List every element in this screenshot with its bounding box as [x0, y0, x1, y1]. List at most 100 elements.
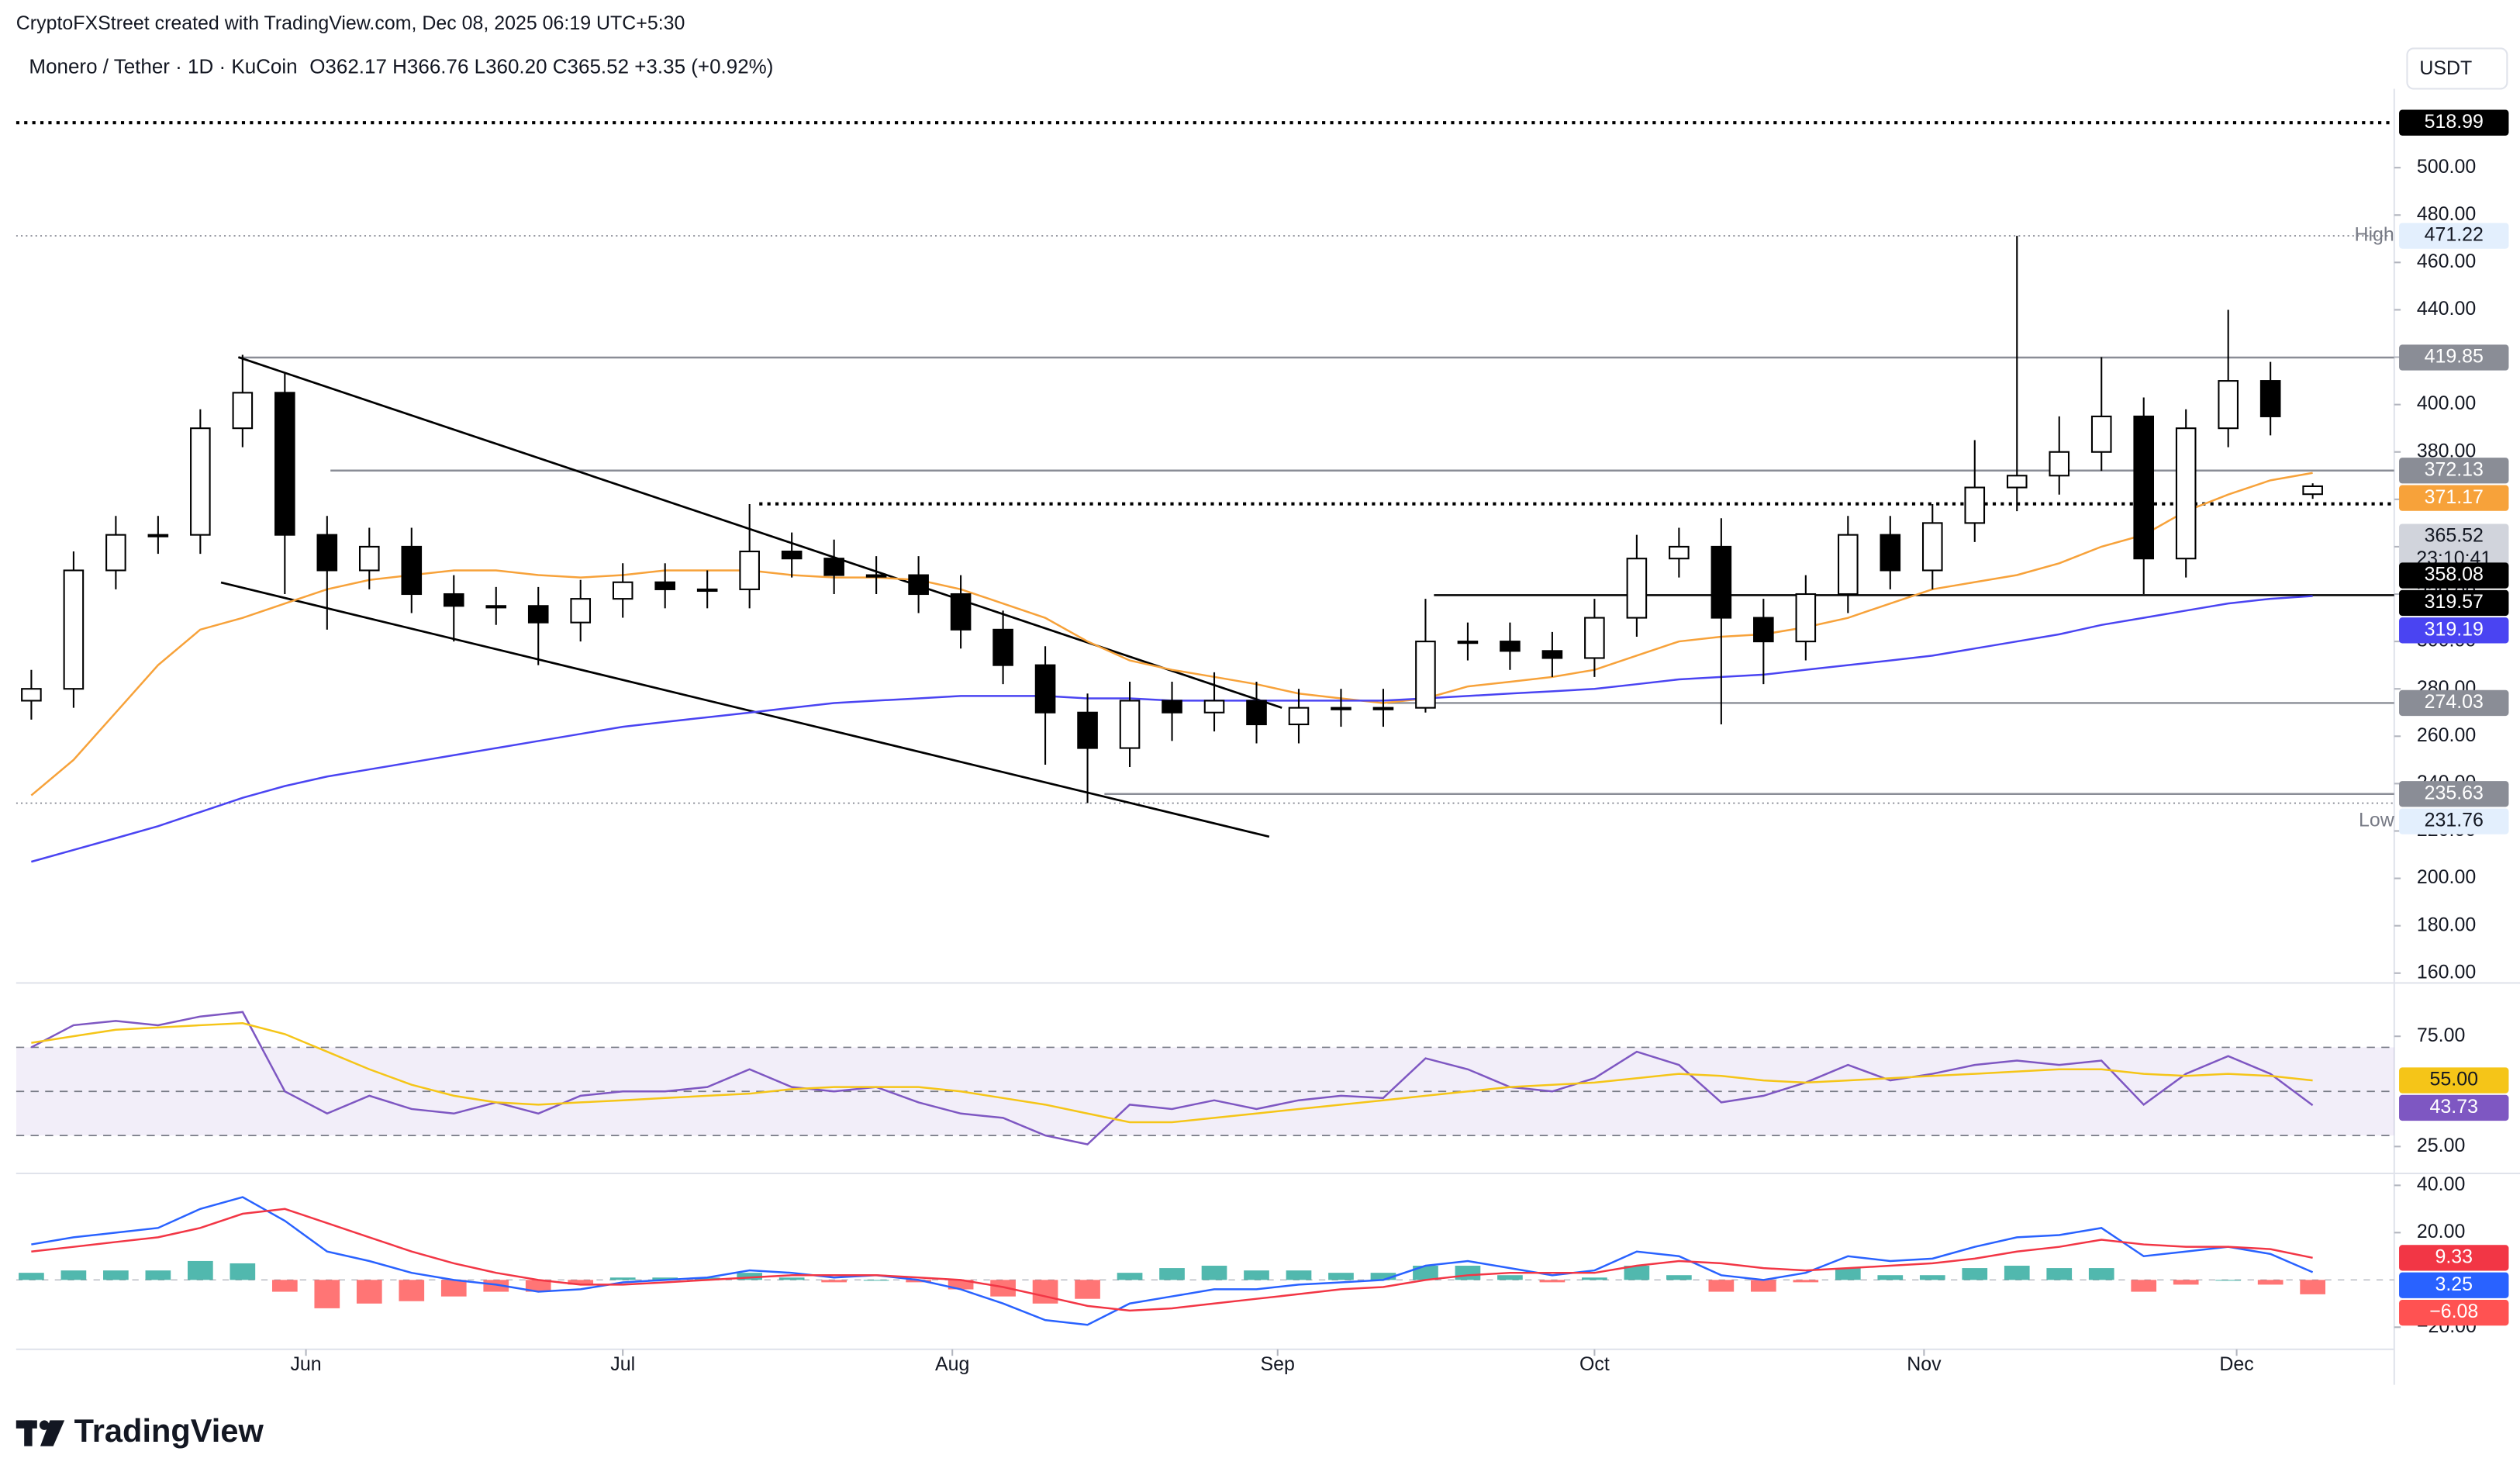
histogram-bar — [440, 1280, 467, 1297]
candle-body — [992, 628, 1013, 666]
candle-body — [1119, 700, 1141, 749]
candle-body — [781, 550, 803, 560]
logo-mark — [24, 1420, 33, 1446]
y-tick-label: 160.00 — [2417, 961, 2476, 983]
trendline — [220, 581, 1270, 838]
histogram-bar — [1328, 1273, 1354, 1280]
histogram-bar — [2088, 1268, 2114, 1280]
y-tick-label: 180.00 — [2417, 914, 2476, 935]
candle-body — [2133, 415, 2155, 560]
y-tick-label: 460.00 — [2417, 251, 2476, 272]
candle-body — [1921, 522, 1943, 572]
histogram-bar — [1539, 1280, 1566, 1283]
x-tick-label: Aug — [935, 1353, 969, 1375]
price-badge — [2399, 223, 2509, 249]
histogram-bar — [483, 1280, 509, 1292]
histogram-bar — [1666, 1275, 1692, 1280]
histogram-bar — [314, 1280, 340, 1308]
ohlc-legend: O362.17 H366.76 L360.20 C365.52 +3.35 (+… — [309, 54, 773, 78]
price-badge — [2399, 808, 2509, 834]
currency-box[interactable] — [2406, 47, 2508, 90]
price-badge-label: 471.22 — [2425, 224, 2484, 246]
candle-body — [1034, 664, 1056, 714]
histogram-bar — [1582, 1277, 1607, 1280]
candle-body — [1584, 617, 1605, 659]
candle-body — [2259, 380, 2281, 417]
price-badge — [2399, 458, 2509, 484]
candle-body — [401, 545, 423, 596]
candle-body — [1541, 650, 1563, 659]
histogram-bar — [694, 1277, 720, 1280]
histogram-bar — [60, 1270, 87, 1280]
histogram-bar — [1835, 1268, 1861, 1280]
candle-body — [21, 688, 42, 702]
macd-line — [31, 1196, 2314, 1326]
price-badge — [2399, 523, 2509, 572]
candle-body — [485, 605, 507, 609]
histogram-bar — [2131, 1280, 2157, 1292]
y-tick-label: 75.00 — [2417, 1025, 2465, 1046]
y-tick-label: 25.00 — [2417, 1135, 2465, 1156]
currency[interactable]: USDT — [2419, 57, 2472, 79]
histogram-bar — [906, 1280, 931, 1283]
candle-body — [1162, 700, 1182, 714]
symbol: Monero / Tether · 1D · KuCoin — [29, 54, 297, 78]
price-badge — [2399, 1094, 2509, 1121]
candle-body — [2006, 475, 2028, 489]
logo[interactable]: TradingView — [16, 1412, 264, 1449]
candle-body — [1753, 617, 1774, 643]
histogram-bar — [145, 1270, 171, 1280]
histogram-bar — [2300, 1280, 2325, 1294]
histogram-bar — [1286, 1270, 1312, 1280]
histogram-bar — [2004, 1266, 2030, 1280]
histogram-bar — [1413, 1266, 1438, 1280]
price-badge-label: 358.08 — [2425, 564, 2484, 586]
x-tick-label: Nov — [1907, 1353, 1942, 1375]
y-tick-label: 40.00 — [2417, 1173, 2465, 1195]
candle-body — [823, 558, 844, 576]
macd-pane — [16, 1196, 2394, 1326]
x-tick-label: Oct — [1579, 1353, 1610, 1375]
histogram-bar — [1962, 1268, 1988, 1280]
candle-body — [1203, 700, 1225, 714]
trendline — [237, 356, 1282, 709]
candle-body — [358, 545, 380, 572]
macd-line — [31, 1208, 2313, 1312]
price-badge-label: 274.03 — [2425, 691, 2484, 713]
candle-body — [908, 574, 929, 596]
histogram-bar — [1455, 1266, 1481, 1280]
histogram-bar — [1793, 1280, 1819, 1283]
candle-body — [527, 605, 549, 624]
x-tick-label: Sep — [1261, 1353, 1295, 1375]
candle-body — [2218, 380, 2239, 430]
extreme-label: Low — [2359, 810, 2395, 831]
x-tick-label: Dec — [2219, 1353, 2253, 1375]
histogram-bar — [1708, 1280, 1735, 1292]
candle-body — [1077, 711, 1098, 749]
y-tick-label: 400.00 — [2417, 392, 2476, 414]
price-badge-label: 235.63 — [2425, 782, 2484, 803]
candle-body — [654, 581, 675, 590]
rsi-line — [30, 1011, 2314, 1145]
price-badge-label: 518.99 — [2425, 111, 2484, 133]
candle-body — [105, 534, 126, 572]
candle-body — [1331, 707, 1351, 710]
histogram-bar — [188, 1260, 213, 1280]
candle-body — [1626, 558, 1648, 619]
candle-body — [2302, 485, 2323, 496]
histogram-bar — [609, 1277, 636, 1280]
price-badge — [2399, 1245, 2509, 1271]
histogram-bar — [568, 1280, 594, 1285]
logo-mark — [40, 1420, 65, 1446]
histogram-bar — [103, 1270, 129, 1280]
y-tick-label: 20.00 — [2417, 1221, 2465, 1242]
histogram-bar — [1624, 1266, 1650, 1280]
candle-body — [739, 550, 760, 590]
rsi-line — [31, 1021, 2313, 1124]
candle-body — [1372, 707, 1394, 710]
price-badge — [2399, 1299, 2509, 1326]
histogram-bar — [2046, 1268, 2073, 1280]
